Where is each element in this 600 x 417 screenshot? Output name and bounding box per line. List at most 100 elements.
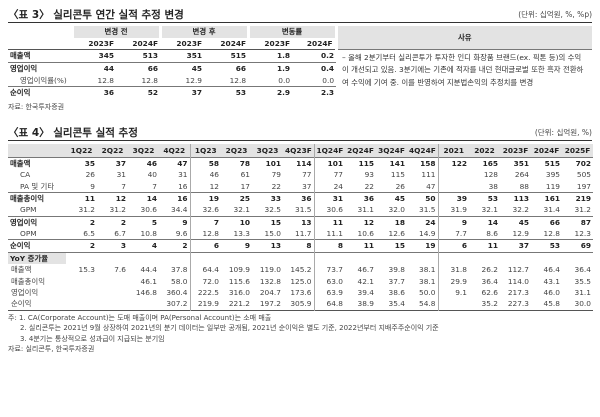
cell: 204.7 xyxy=(259,288,281,298)
cell: 40 xyxy=(147,170,157,180)
row-label: 매출총이익 xyxy=(8,191,66,205)
cell: 395 xyxy=(545,170,560,180)
cell: 7 xyxy=(152,181,157,191)
group-header: 변경 전 xyxy=(70,26,161,38)
cell: 3 xyxy=(97,239,128,253)
cell: 0.4 xyxy=(292,61,337,75)
cell: 32.0 xyxy=(388,205,405,215)
cell: 515 xyxy=(531,156,562,169)
cell: 35.5 xyxy=(574,276,591,286)
cell: 2.3 xyxy=(292,85,337,99)
corner xyxy=(8,143,66,158)
cell: 7 xyxy=(190,215,221,228)
cell: 161 xyxy=(531,191,562,205)
cell: 78 xyxy=(221,156,252,169)
cell: 11 xyxy=(345,239,376,253)
cell: 73.7 xyxy=(326,265,343,275)
row-label: PA 및 기타 xyxy=(20,181,55,191)
cell: 7 xyxy=(121,181,126,191)
cell: 16 xyxy=(159,191,191,205)
cell xyxy=(376,251,407,265)
cell: 316.0 xyxy=(228,288,250,298)
cell: 31.5 xyxy=(407,204,439,217)
cell: 87 xyxy=(562,215,593,228)
cell: 115 xyxy=(345,156,376,169)
cell: 36.4 xyxy=(481,276,498,286)
cell: 11 xyxy=(469,239,500,253)
cell: 114.0 xyxy=(507,276,529,286)
cell: 30.0 xyxy=(574,299,591,309)
cell: 12.9 xyxy=(185,75,203,85)
cell: 77 xyxy=(333,170,343,180)
column-header: 2024F xyxy=(531,143,562,158)
cell: 32.6 xyxy=(202,205,219,215)
cell: 58.0 xyxy=(159,275,191,287)
cell: 101 xyxy=(252,156,283,169)
cell: 158 xyxy=(407,156,439,169)
cell: 62.6 xyxy=(481,288,498,298)
cell: 119.0 xyxy=(259,265,281,275)
row-label: 매출액 xyxy=(8,49,72,63)
estimate-change-table: 변경 전 변경 후 변동률 사유 2023F 2024F 2023F 2024F 2023F 20… xyxy=(8,26,593,99)
cell: 217.3 xyxy=(507,288,529,298)
header-row: 변경 전 변경 후 변동률 사유 xyxy=(8,26,593,50)
cell: 702 xyxy=(562,156,593,169)
cell: 125.0 xyxy=(283,275,315,287)
cell: 22 xyxy=(364,181,374,191)
data-row: 순이익 2 3 4 2 6 9 13 8 8 11 15 19 6 11 37 53 69 xyxy=(8,239,593,253)
cell xyxy=(438,180,469,192)
cell: 72.0 xyxy=(202,276,219,286)
cell: 36.4 xyxy=(574,265,591,275)
row-label: OPM xyxy=(20,229,37,239)
cell: 111 xyxy=(407,168,439,181)
table-title: 〈표 4〉 실리콘투 실적 추정 xyxy=(8,126,138,139)
cell xyxy=(97,298,128,310)
data-row: 순이익 307.2 219.9 221.2 197.2 305.9 64.8 38.9 35.4… xyxy=(8,298,593,311)
cell: 35 xyxy=(66,156,97,169)
cell: 38.1 xyxy=(407,264,439,276)
cell: 9 xyxy=(438,215,469,228)
cell xyxy=(128,251,159,265)
cell: 37.7 xyxy=(388,276,405,286)
cell: 22 xyxy=(271,181,281,191)
cell: 30.6 xyxy=(326,205,343,215)
cell: 7.7 xyxy=(455,229,467,239)
data-row: 매출총이익 11 12 14 16 19 25 33 36 31 36 45 50 39 53 113 161 2… xyxy=(8,191,593,205)
table-title-bar: 〈표 3〉 실리콘투 연간 실적 추정 변경 (단위: 십억원, %, %p) xyxy=(8,2,592,23)
data-row: 매출총이익 46.1 58.0 72.0 115.6 132.8 125.0 63.0 42.1… xyxy=(8,275,593,287)
cell: 351 xyxy=(160,49,205,63)
cell: 12 xyxy=(209,181,219,191)
data-row: PA 및 기타 9 7 7 16 12 17 22 37 24 22 26 47 38 88 119 197 xyxy=(8,180,593,193)
cell: 31.2 xyxy=(78,205,95,215)
cell: 7.6 xyxy=(114,265,126,275)
cell xyxy=(283,251,315,265)
cell xyxy=(469,251,500,265)
cell: 2 xyxy=(66,239,97,253)
cell: 115 xyxy=(390,170,405,180)
cell: 26 xyxy=(395,181,405,191)
year-header: 2023F xyxy=(72,37,116,51)
row-label: 순이익 xyxy=(8,85,72,99)
corner xyxy=(8,26,72,38)
cell: 505 xyxy=(576,170,591,180)
column-header: 2025F xyxy=(562,143,593,158)
cell: 32.5 xyxy=(264,205,281,215)
cell: 32.2 xyxy=(512,205,529,215)
column-header: 3Q22 xyxy=(128,143,159,158)
data-row: 매출액 15.3 7.6 44.4 37.8 64.4 109.9 119.0 145.2 73.… xyxy=(8,264,593,276)
cell: 31.4 xyxy=(543,205,560,215)
note: 2. 실리콘투는 2021년 9월 상장하여 2021년의 분기 데이터는 일부… xyxy=(20,324,439,333)
cell: 63.0 xyxy=(326,276,343,286)
cell: 16 xyxy=(159,180,191,193)
cell: 9.1 xyxy=(455,288,467,298)
data-row: CA 26 31 40 31 46 61 79 77 77 93 115 111 128 264 395 505 xyxy=(8,168,593,181)
cell: 4 xyxy=(128,239,159,253)
cell: 36 xyxy=(345,191,376,205)
column-header: 2023F xyxy=(500,143,531,158)
cell: 115.6 xyxy=(228,276,250,286)
cell: 345 xyxy=(72,49,116,63)
column-header: 4Q23F xyxy=(283,143,315,158)
cell: 6.7 xyxy=(114,229,126,239)
row-label: 매출액 xyxy=(8,156,66,169)
cell: 31 xyxy=(159,168,191,181)
